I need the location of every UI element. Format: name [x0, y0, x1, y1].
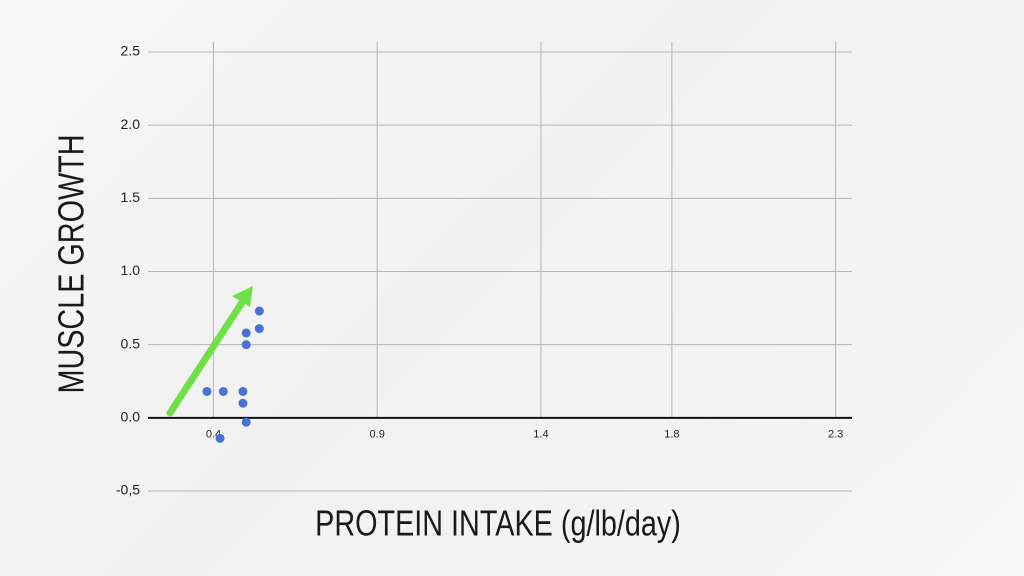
- data-point: [218, 386, 228, 396]
- data-point: [238, 398, 248, 408]
- data-point: [238, 386, 248, 396]
- y-tick-label: 1.5: [121, 189, 141, 205]
- y-tick-label: 2.5: [121, 43, 141, 59]
- data-point: [241, 417, 251, 427]
- y-tick-label: 1.0: [121, 262, 141, 278]
- x-tick-label: 0.9: [370, 429, 385, 441]
- arrow-head: [232, 286, 253, 307]
- y-tick-label: -0,5: [116, 482, 140, 498]
- x-tick-label: 1.8: [664, 429, 679, 441]
- x-tick-label: 1.4: [533, 429, 548, 441]
- trend-arrow: [166, 286, 253, 417]
- y-tick-label: 0.0: [121, 409, 141, 425]
- data-point: [254, 306, 264, 316]
- y-tick-label: 0.5: [121, 335, 141, 351]
- y-tick-label: 2.0: [121, 116, 141, 132]
- data-point: [241, 340, 251, 350]
- x-axis-title: PROTEIN INTAKE (g/lb/day): [315, 502, 681, 543]
- y-axis-title: MUSCLE GROWTH: [50, 134, 91, 393]
- x-tick-label: 2.3: [828, 429, 843, 441]
- arrow-shaft: [166, 294, 249, 417]
- data-point: [241, 328, 251, 338]
- data-point: [215, 433, 225, 443]
- data-point: [202, 386, 212, 396]
- grid: [148, 42, 852, 492]
- data-point: [254, 324, 264, 334]
